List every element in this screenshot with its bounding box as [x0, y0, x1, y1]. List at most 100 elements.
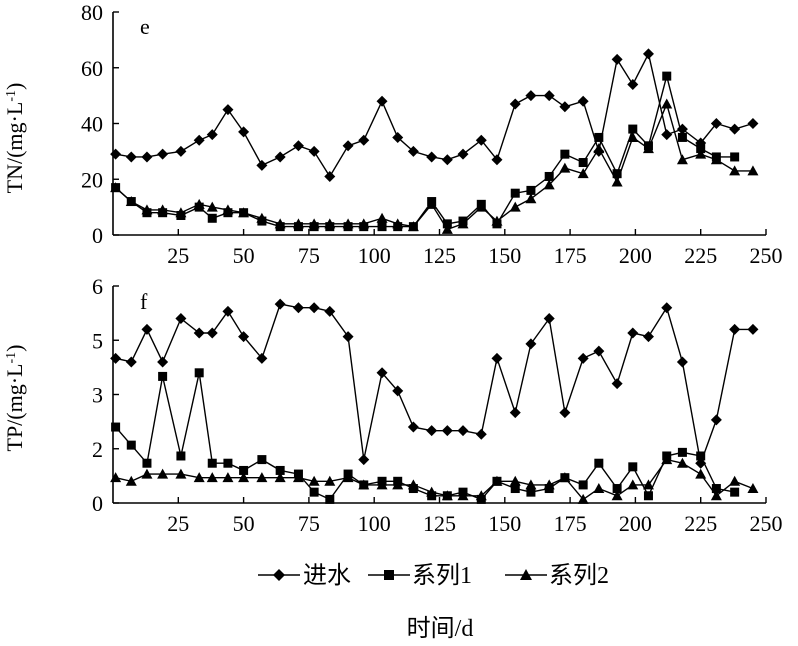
y-tick-label: 0	[92, 223, 103, 248]
data-point-series2	[543, 479, 555, 490]
data-point-series2	[392, 218, 404, 229]
x-tick-label: 250	[750, 511, 783, 536]
data-point-inflow	[543, 313, 555, 325]
data-point-inflow	[729, 123, 741, 135]
data-point-series2	[577, 493, 589, 504]
data-point-series2	[747, 165, 759, 176]
data-point-inflow	[491, 154, 503, 166]
tp-y-axis-label-sup: -1	[4, 352, 19, 364]
data-point-series2	[358, 479, 370, 490]
data-point-series2	[324, 475, 336, 486]
data-point-series2	[206, 201, 218, 212]
data-point-inflow	[141, 151, 153, 163]
data-point-inflow	[426, 425, 438, 437]
data-point-series2	[175, 207, 187, 218]
data-point-inflow	[543, 90, 555, 102]
data-point-series1	[612, 484, 622, 494]
data-point-series1	[142, 458, 152, 468]
data-point-series2	[441, 490, 453, 501]
y-tick-label: 0	[92, 491, 103, 516]
data-point-series2	[426, 486, 438, 497]
data-point-series2	[222, 472, 234, 483]
data-point-series1	[239, 465, 249, 475]
data-point-inflow	[457, 148, 469, 160]
data-point-inflow	[222, 305, 234, 317]
legend-item-series2: 系列2	[505, 562, 609, 589]
data-point-inflow	[274, 298, 286, 310]
data-point-series2	[157, 204, 169, 215]
data-point-series2	[206, 472, 218, 483]
data-point-series1	[309, 487, 319, 497]
data-point-series2	[308, 218, 320, 229]
data-point-series2	[491, 475, 503, 486]
data-point-inflow	[376, 95, 388, 107]
y-tick-label: 2	[92, 437, 103, 462]
tp-series	[110, 298, 759, 504]
data-point-series2	[125, 475, 137, 486]
data-point-series2	[238, 472, 250, 483]
x-tick-label: 100	[358, 243, 391, 268]
data-point-series2	[559, 162, 571, 173]
y-tick-label: 80	[81, 0, 103, 25]
data-point-inflow	[193, 327, 205, 339]
data-point-inflow	[611, 53, 623, 65]
data-point-inflow	[157, 356, 169, 368]
data-point-inflow	[324, 305, 336, 317]
data-point-series1	[223, 458, 233, 468]
legend: 进水 系列1 系列2	[258, 562, 609, 589]
data-point-inflow	[457, 425, 469, 437]
legend-item-inflow: 进水	[258, 562, 351, 589]
data-point-inflow	[747, 118, 759, 129]
legend-label-series1: 系列1	[412, 562, 472, 589]
data-point-inflow	[559, 101, 571, 113]
data-point-inflow	[525, 90, 537, 102]
data-point-series2	[256, 472, 268, 483]
data-point-inflow	[222, 104, 234, 116]
data-point-series2	[457, 490, 469, 501]
data-point-series2	[141, 468, 153, 479]
data-point-series2	[729, 475, 741, 486]
x-tick-label: 175	[554, 511, 587, 536]
x-tick-label: 150	[488, 243, 521, 268]
data-point-series2	[676, 154, 688, 165]
data-point-series1	[628, 462, 638, 472]
data-point-series2	[661, 98, 673, 109]
data-point-series1	[677, 447, 687, 457]
data-point-inflow	[342, 140, 354, 152]
tp-panel: f TP/(mg·L-1) 0 2 3 5 6 25 50 75 100 125 150 175 20…	[2, 274, 783, 536]
data-point-inflow	[376, 367, 388, 379]
x-tick-label: 150	[488, 511, 521, 536]
data-point-inflow	[661, 302, 673, 314]
tp-y-axis-label-main: TP/(mg·L	[2, 364, 27, 452]
data-point-series2	[292, 218, 304, 229]
data-point-series2	[710, 154, 722, 165]
data-point-inflow	[676, 356, 688, 368]
tp-x-ticks: 25 50 75 100 125 150 175 200 225 250	[167, 497, 783, 536]
data-point-series1	[612, 169, 622, 179]
data-point-series2	[426, 198, 438, 209]
data-point-series2	[110, 472, 122, 483]
tn-y-axis-label-main: TN/(mg·L	[2, 102, 27, 194]
data-point-series2	[110, 182, 122, 193]
data-point-series1	[275, 465, 285, 475]
data-point-series2	[611, 490, 623, 501]
data-point-series2	[358, 218, 370, 229]
tp-y-ticks: 0 2 3 5 6	[92, 274, 119, 516]
data-point-inflow	[441, 425, 453, 437]
data-point-series2	[222, 204, 234, 215]
data-point-inflow	[358, 454, 370, 466]
data-point-series1	[158, 371, 168, 381]
data-point-series2	[611, 176, 623, 187]
data-point-series1	[578, 480, 588, 490]
data-point-series1	[711, 484, 721, 494]
data-point-inflow	[392, 385, 404, 397]
data-point-inflow	[407, 421, 419, 433]
data-point-inflow	[342, 331, 354, 343]
tn-y-ticks: 0 20 40 60 80	[81, 0, 119, 248]
data-point-inflow	[710, 118, 722, 129]
data-point-series2	[577, 168, 589, 179]
x-tick-label: 125	[423, 511, 456, 536]
x-tick-label: 175	[554, 243, 587, 268]
data-point-series1	[677, 132, 687, 142]
x-tick-label: 225	[684, 243, 717, 268]
